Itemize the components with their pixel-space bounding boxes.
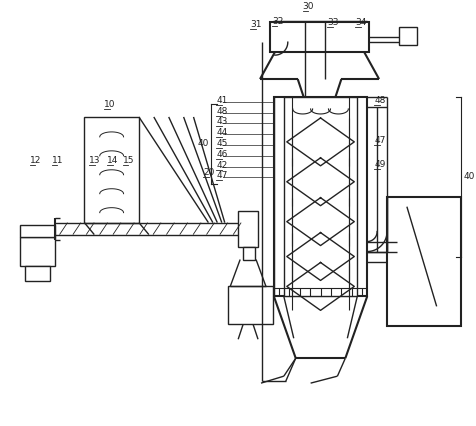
Text: 13: 13 — [89, 156, 100, 165]
Text: 15: 15 — [123, 156, 134, 165]
Text: 44: 44 — [216, 128, 227, 137]
Text: 47: 47 — [216, 171, 227, 180]
Text: 48: 48 — [216, 107, 227, 116]
Text: 42: 42 — [216, 161, 227, 170]
Bar — [20, 236, 54, 267]
Bar — [20, 225, 54, 236]
Text: 46: 46 — [216, 150, 227, 159]
Bar — [386, 197, 460, 326]
Text: 41: 41 — [216, 96, 227, 105]
Bar — [398, 27, 416, 45]
Text: 49: 49 — [373, 160, 385, 169]
Text: 33: 33 — [327, 18, 338, 27]
Text: 20: 20 — [203, 168, 214, 177]
Bar — [243, 247, 255, 259]
Text: 40: 40 — [463, 172, 474, 181]
Bar — [273, 97, 367, 296]
Text: 11: 11 — [51, 156, 63, 165]
Text: 14: 14 — [107, 156, 119, 165]
Text: 32: 32 — [271, 17, 283, 26]
Text: 30: 30 — [302, 2, 314, 11]
Text: 47: 47 — [373, 136, 385, 145]
Bar — [283, 97, 357, 296]
Bar — [269, 22, 368, 52]
Text: 10: 10 — [104, 100, 116, 109]
Bar — [228, 286, 272, 324]
Text: 40: 40 — [197, 139, 208, 148]
Text: 45: 45 — [216, 139, 227, 148]
Bar — [238, 211, 258, 247]
Text: 43: 43 — [216, 117, 227, 126]
Bar — [84, 117, 139, 223]
Text: 31: 31 — [249, 20, 261, 29]
Text: 48: 48 — [373, 96, 385, 105]
Text: 12: 12 — [30, 156, 41, 165]
Bar — [25, 267, 50, 282]
Text: 34: 34 — [355, 18, 366, 27]
